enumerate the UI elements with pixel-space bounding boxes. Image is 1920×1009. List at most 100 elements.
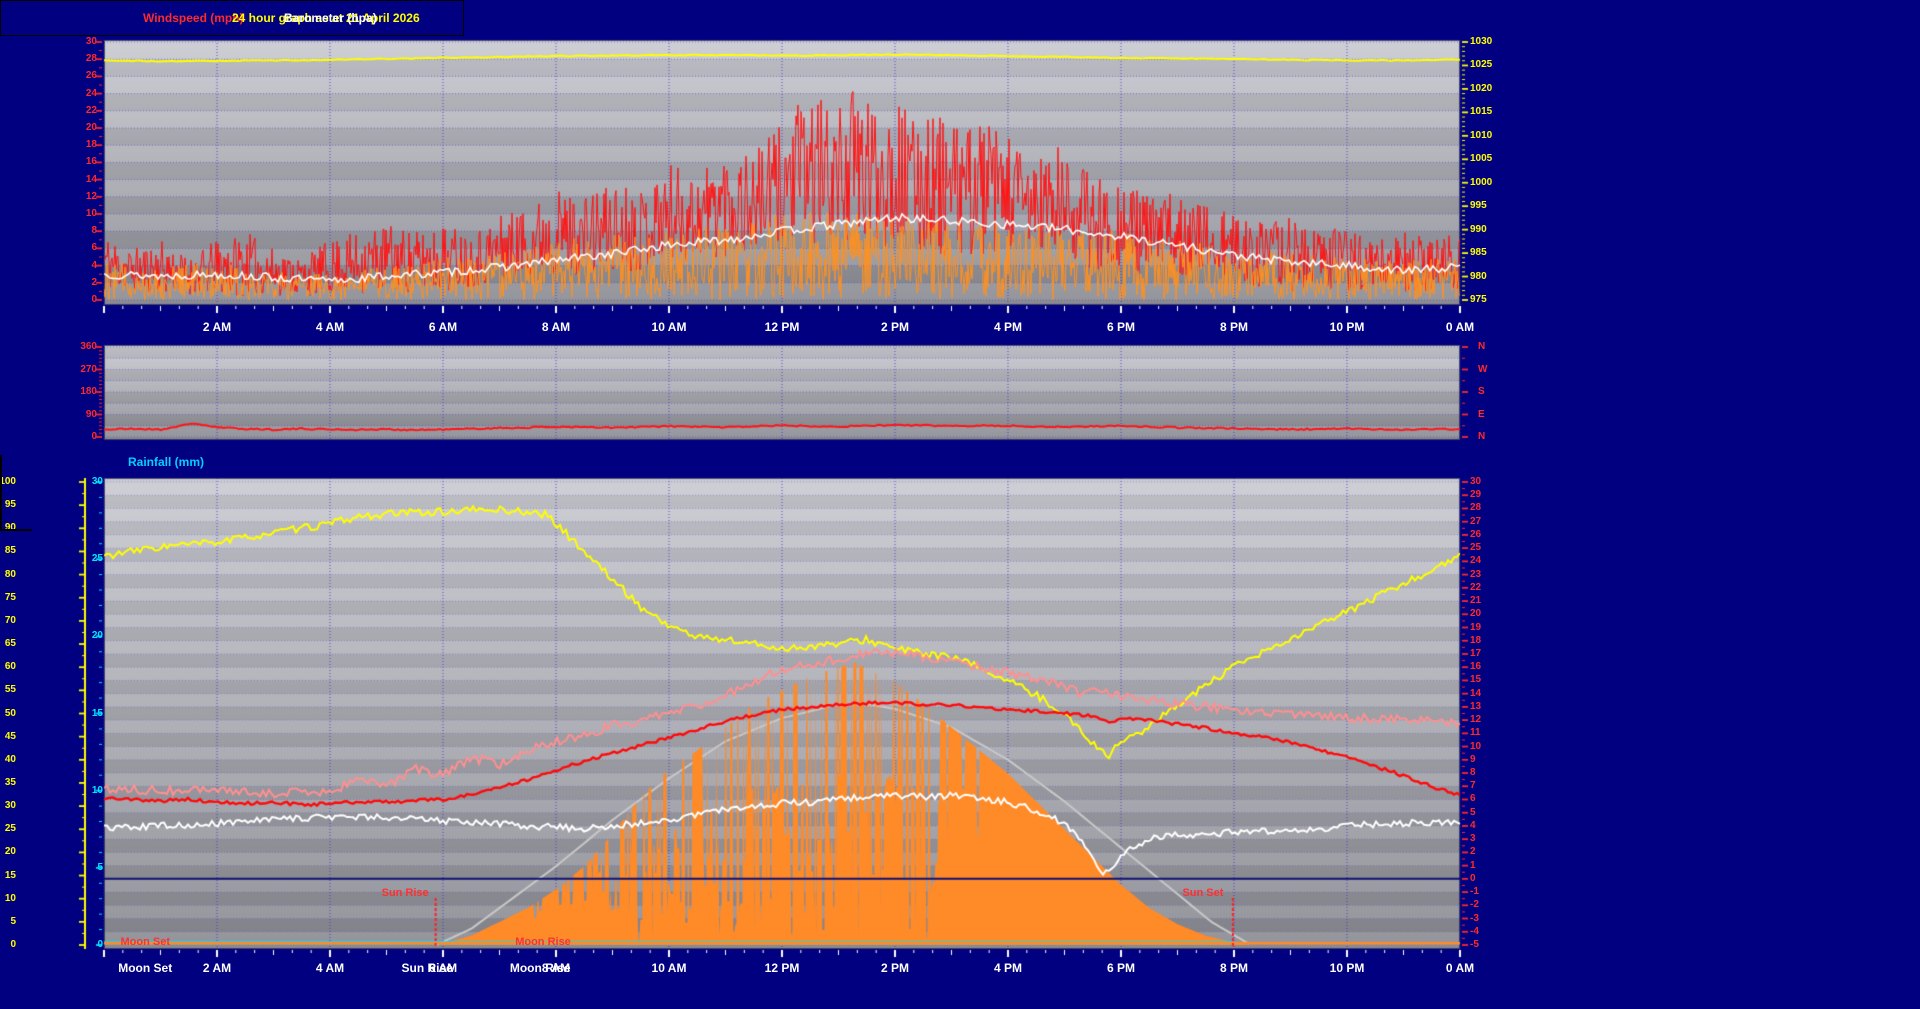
axis-tick-label: 0 [91,294,97,305]
graph-title: 24 hour graph as at 21 April 2026 [232,11,420,25]
x-axis-label: 2 AM [202,320,232,334]
axis-tick-label: -1 [1470,886,1479,898]
x-axis-label: 10 PM [1329,961,1365,975]
annotation-moon-rise: Moon Rise [515,936,571,948]
axis-tick-label: 5 [10,915,16,927]
axis-tick-label: 8 [1470,767,1476,779]
x-axis-label: 6 AM [428,320,458,334]
frame-corner-line [0,455,32,531]
chart-canvas-windspeed-barometer [60,28,1512,327]
axis-tick-label: 15 [1470,674,1482,686]
axis-tick-label: 20 [85,122,97,133]
axis-tick-label: 5 [97,861,103,873]
axis-tick-label: 1000 [1470,176,1493,188]
annotation-sun-rise: Sun Rise [381,887,429,899]
axis-tick-label: 4 [91,259,97,271]
axis-tick-label: 985 [1470,247,1487,259]
axis-tick-label: -3 [1470,912,1479,924]
axis-tick-label: 25 [91,553,103,565]
axis-letter-label: N [1478,341,1486,352]
axis-letter-label: E [1478,408,1485,420]
axis-tick-label: 0 [97,939,103,950]
x-axis-label: 8 AM [541,961,571,975]
axis-tick-label: 90 [85,408,97,420]
axis-tick-label: 45 [4,730,16,742]
axis-tick-label: 21 [1470,595,1482,607]
axis-tick-label: 1030 [1470,36,1493,47]
axis-letter-label: W [1478,363,1488,375]
axis-tick-label: 1025 [1470,59,1493,71]
axis-tick-label: 0 [10,939,16,950]
axis-letter-label: N [1478,431,1486,442]
axis-tick-label: 7 [1470,780,1476,792]
x-axis-label: 0 AM [1445,961,1475,975]
axis-tick-label: 30 [1470,476,1482,487]
x-axis-label: 4 PM [993,961,1023,975]
axis-tick-label: 975 [1470,294,1487,305]
axis-tick-label: 9 [1470,753,1476,765]
barometer-axis-title: Barometer (hpa) [284,11,377,25]
axis-tick-label: 6 [1470,793,1476,805]
axis-tick-label: 17 [1470,647,1482,659]
axis-tick-label: 270 [80,363,97,375]
axis-tick-label: 25 [4,823,16,835]
axis-tick-label: 12 [1470,714,1482,726]
axis-tick-label: 28 [85,53,97,65]
axis-tick-label: 1015 [1470,106,1493,118]
axis-tick-label: 100 [0,476,16,487]
axis-tick-label: 13 [1470,700,1482,712]
axis-tick-label: 990 [1470,223,1487,235]
axis-tick-label: 95 [4,499,16,511]
chart-canvas-wind-direction [60,333,1512,462]
axis-tick-label: 24 [1470,555,1482,567]
axis-tick-label: 60 [4,661,16,673]
axis-tick-label: 6 [91,242,97,254]
axis-tick-label: 10 [85,208,97,219]
axis-tick-label: 40 [4,753,16,765]
axis-tick-label: 35 [4,776,16,788]
axis-tick-label: 180 [80,386,97,397]
axis-tick-label: 2 [91,276,97,288]
axis-tick-label: 80 [4,568,16,580]
axis-tick-label: 4 [1470,819,1476,831]
annotation-sun-set: Sun Set [1182,887,1224,899]
axis-tick-label: 19 [1470,621,1482,633]
x-axis-label: 10 AM [651,320,687,334]
axis-tick-label: 10 [1470,740,1482,752]
axis-tick-label: 10 [4,892,16,904]
annotation-moon-set: Moon Set [120,936,170,948]
x-axis-label: 10 AM [651,961,687,975]
x-axis-label: 8 PM [1219,961,1249,975]
axis-tick-label: 1020 [1470,82,1493,94]
axis-tick-label: 55 [4,684,16,696]
axis-tick-label: 3 [1470,833,1476,845]
chart-canvas-temperature-humidity-solar-rain [60,466,1512,971]
axis-tick-label: 70 [4,614,16,626]
axis-tick-label: -5 [1470,939,1479,950]
axis-letter-label: S [1478,386,1485,397]
axis-tick-label: 27 [1470,515,1482,527]
axis-tick-label: 360 [80,341,97,352]
axis-tick-label: 18 [85,139,97,151]
axis-tick-label: 11 [1470,727,1481,739]
axis-tick-label: 30 [85,36,97,47]
axis-tick-label: 29 [1470,489,1482,501]
x-axis-label: 2 PM [880,320,910,334]
axis-tick-label: 0 [1470,872,1476,884]
axis-tick-label: 30 [4,800,16,812]
axis-tick-label: 24 [85,87,97,99]
axis-tick-label: -4 [1470,925,1479,937]
x-axis-label: 4 AM [315,961,345,975]
axis-tick-label: 14 [1470,687,1482,699]
x-axis-label: 6 PM [1106,320,1136,334]
axis-tick-label: 10 [91,784,103,796]
axis-tick-label: 85 [4,545,16,557]
axis-tick-label: 26 [85,70,97,82]
x-axis-label: 4 AM [315,320,345,334]
axis-tick-label: 14 [85,173,97,185]
axis-tick-label: 23 [1470,568,1482,580]
axis-tick-label: 15 [4,869,16,881]
axis-tick-label: 25 [1470,542,1482,554]
axis-tick-label: 1 [1470,859,1476,871]
